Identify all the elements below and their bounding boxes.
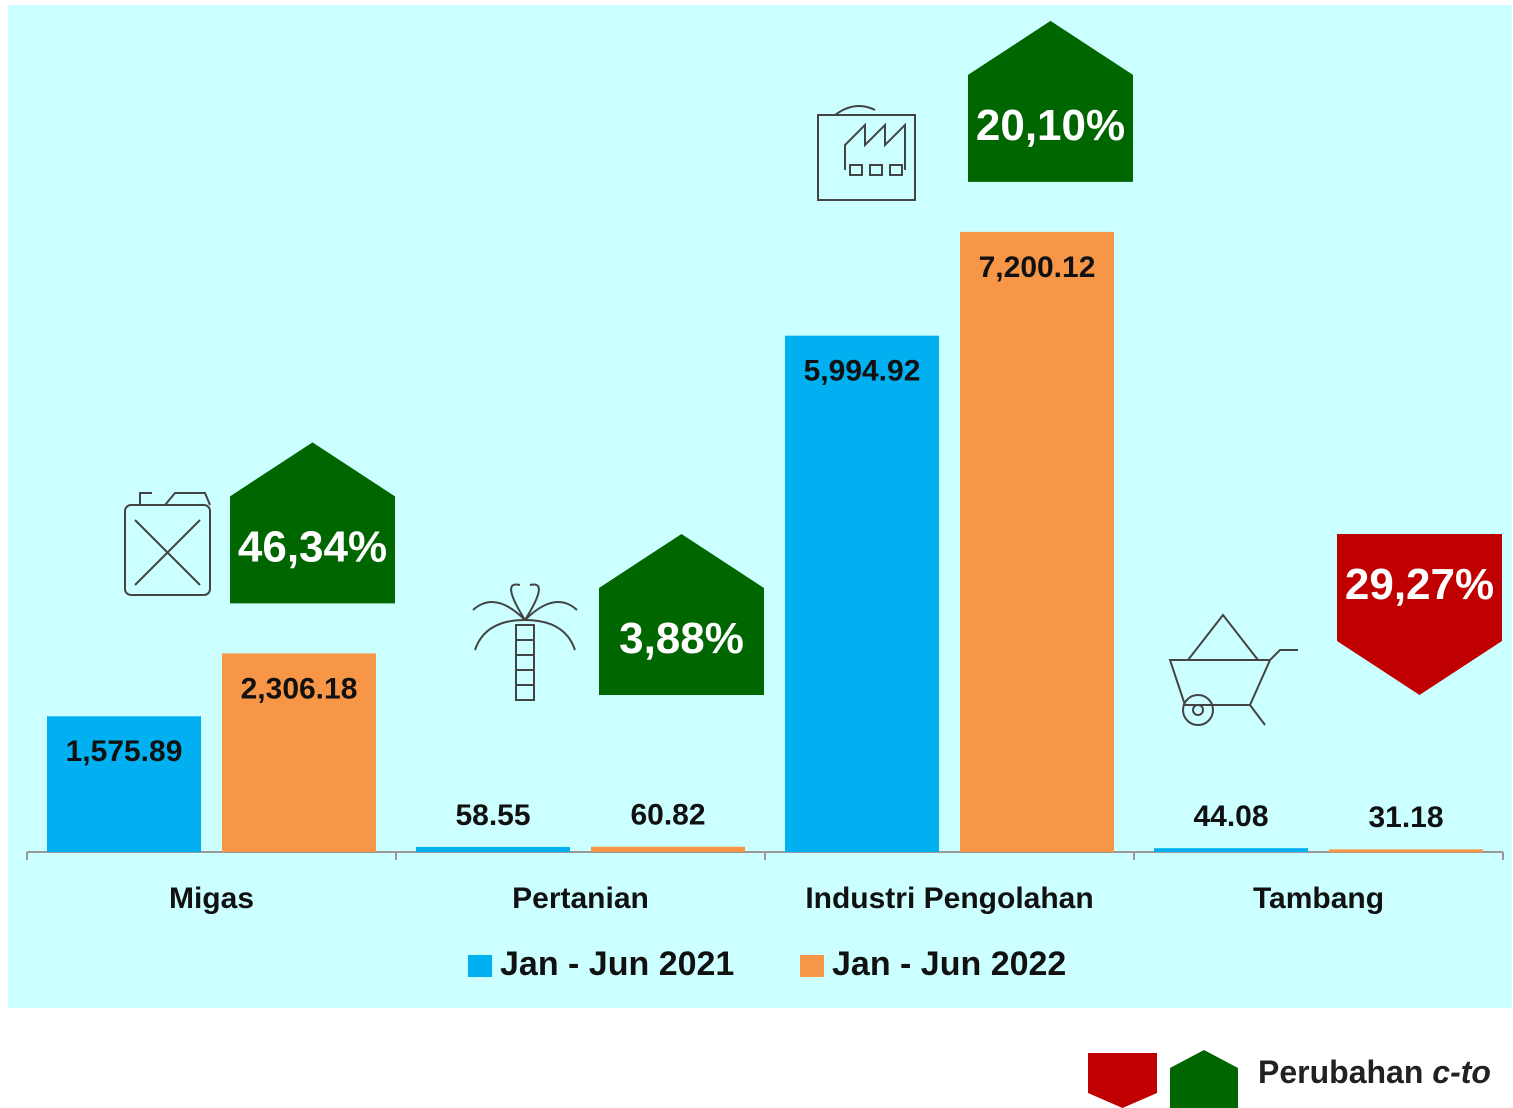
value-label: 1,575.89 [66,735,183,768]
value-label: 31.18 [1368,801,1443,834]
x-tick-label: Industri Pengolahan [805,882,1093,915]
change-label: 29,27% [1345,560,1494,609]
change-legend-up [1170,1050,1238,1108]
palm-icon [472,583,578,701]
change-legend-label: Perubahan [1258,1054,1423,1090]
legend-label: Jan - Jun 2021 [500,945,734,983]
change-badge [230,442,395,604]
bar [960,231,1114,853]
bar [1329,849,1483,853]
value-label: 60.82 [630,799,705,832]
legend-swatch [800,955,824,977]
change-label: 20,10% [976,101,1125,150]
wheelbarrow-icon [1168,613,1298,726]
value-label: 58.55 [455,799,530,832]
value-label: 7,200.12 [979,251,1096,284]
change-legend-italic: c-to [1432,1054,1491,1090]
bar [47,716,201,852]
x-tick-label: Tambang [1253,882,1384,915]
factory-icon [817,105,916,201]
bar [1154,848,1308,852]
value-label: 44.08 [1193,800,1268,833]
legend-label: Jan - Jun 2022 [832,945,1066,983]
value-label: 5,994.92 [804,355,921,388]
bar [416,846,570,852]
change-badge [968,20,1133,182]
change-legend-text: Perubahan c-to [1258,1054,1491,1090]
bar [785,335,939,852]
change-legend-down [1088,1053,1157,1108]
change-label: 46,34% [238,523,387,572]
x-tick-label: Pertanian [512,882,649,915]
legend-swatch [468,955,492,977]
change-badge [599,534,764,695]
bar [591,846,745,852]
change-badge [1337,534,1502,695]
bar [222,653,376,852]
value-label: 2,306.18 [241,672,358,705]
change-label: 3,88% [619,614,744,663]
x-tick-label: Migas [169,882,254,915]
jerrycan-icon [124,492,211,596]
